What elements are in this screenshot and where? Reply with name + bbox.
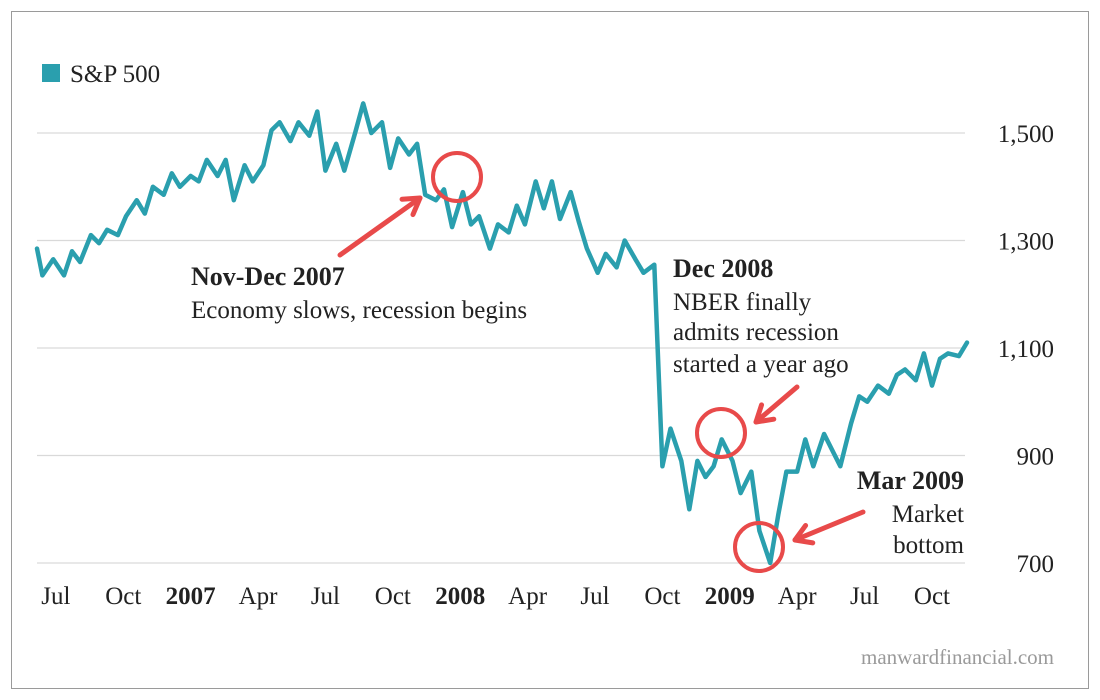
annotation-text: admits recession <box>673 319 839 346</box>
x-tick-label: 2007 <box>166 583 216 610</box>
chart-frame <box>11 11 1089 689</box>
y-tick-label: 1,500 <box>998 121 1054 148</box>
y-axis: 700 900 1,100 1,300 1,500 <box>998 121 1054 578</box>
x-tick-label: Oct <box>375 583 411 610</box>
x-tick-label: Jul <box>41 583 70 610</box>
source-credit: manwardfinancial.com <box>861 645 1054 669</box>
annotation-text: bottom <box>893 532 964 559</box>
x-tick-label: Oct <box>914 583 950 610</box>
highlight-circle-dec-2008 <box>695 407 747 459</box>
annotation-dec-2008: Dec 2008 NBER finally admits recession s… <box>673 254 849 378</box>
legend: S&P 500 <box>42 61 160 88</box>
x-axis: Jul Oct 2007 Apr Jul Oct 2008 Apr Jul Oct 2009 Apr J… <box>41 583 950 610</box>
annotation-title: Nov-Dec 2007 <box>191 262 345 291</box>
arrow-dec-2008 <box>753 384 800 425</box>
y-tick-label: 1,100 <box>998 336 1054 363</box>
highlight-circle-nov-dec-2007 <box>431 151 483 203</box>
x-tick-label: Apr <box>239 583 279 610</box>
x-tick-label: 2008 <box>435 583 485 610</box>
x-tick-label: Oct <box>105 583 141 610</box>
series-line-sp500 <box>34 101 970 566</box>
gridlines <box>37 132 965 564</box>
legend-swatch <box>42 64 60 82</box>
y-tick-label: 1,300 <box>998 229 1054 256</box>
series-layer <box>34 101 970 566</box>
annotation-title: Dec 2008 <box>673 254 773 283</box>
annotation-text: NBER finally <box>673 289 812 316</box>
legend-label: S&P 500 <box>70 61 160 88</box>
arrow-mar-2009 <box>792 509 866 546</box>
annotation-title: Mar 2009 <box>857 466 964 495</box>
annotation-text: Market <box>892 501 964 528</box>
x-tick-label: Oct <box>644 583 680 610</box>
annotation-mar-2009: Mar 2009 Market bottom <box>857 466 965 559</box>
x-tick-label: Jul <box>580 583 609 610</box>
y-tick-label: 900 <box>1017 444 1055 471</box>
annotation-text: Economy slows, recession begins <box>191 297 527 324</box>
highlight-circle-mar-2009 <box>733 521 785 573</box>
annotation-marks <box>337 151 866 573</box>
x-tick-label: Jul <box>311 583 340 610</box>
annotation-text: started a year ago <box>673 351 849 378</box>
y-tick-label: 700 <box>1017 551 1055 578</box>
x-tick-label: Jul <box>850 583 879 610</box>
x-tick-label: Apr <box>778 583 818 610</box>
x-tick-label: Apr <box>508 583 548 610</box>
annotation-nov-dec-2007: Nov-Dec 2007 Economy slows, recession be… <box>191 262 527 324</box>
arrow-nov-dec-2007 <box>337 195 423 258</box>
x-tick-label: 2009 <box>705 583 755 610</box>
